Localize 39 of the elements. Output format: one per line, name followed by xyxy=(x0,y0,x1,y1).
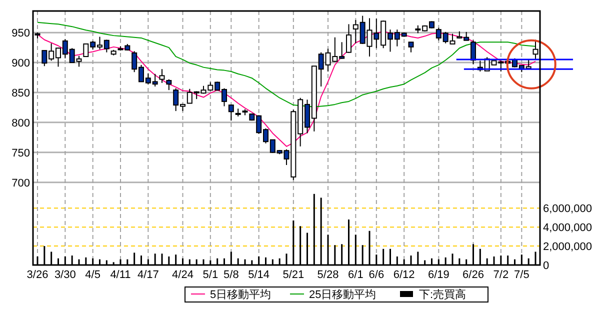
x-tick-label: 7/2 xyxy=(493,269,509,281)
x-tick-label: 6/1 xyxy=(348,269,364,281)
candlestick xyxy=(166,78,172,91)
x-tick-label: 3/26 xyxy=(26,269,48,281)
x-tick-label: 6/19 xyxy=(428,269,450,281)
y-tick-label: 800 xyxy=(12,117,30,130)
y-tick-label: 850 xyxy=(12,87,30,100)
x-tick-label: 4/5 xyxy=(85,269,100,281)
x-tick-label: 5/14 xyxy=(248,269,270,281)
y-tick-label: 700 xyxy=(12,177,30,190)
legend-label: 下:売買高 xyxy=(419,288,466,301)
line-series xyxy=(36,22,536,108)
x-tick-label: 5/8 xyxy=(224,269,239,281)
y2-tick-label: 6,000,000 xyxy=(543,203,592,216)
legend-label: 5日移動平均 xyxy=(210,289,272,301)
x-tick-label: 6/26 xyxy=(462,269,484,281)
y-tick-label: 900 xyxy=(12,58,30,70)
candlestick xyxy=(228,104,234,122)
candlestick xyxy=(532,39,538,60)
x-tick-label: 4/17 xyxy=(137,269,159,281)
x-tick-label: 6/6 xyxy=(368,269,384,281)
candlestick xyxy=(470,40,476,65)
candlestick xyxy=(346,24,352,54)
x-tick-label: 5/1 xyxy=(202,269,218,281)
y2-tick-label: 0 xyxy=(543,260,550,272)
y2-tick-label: 2,000,000 xyxy=(543,241,592,254)
y2-tick-label: 4,000,000 xyxy=(543,222,592,234)
x-tick-label: 6/12 xyxy=(393,269,415,281)
legend-label: 25日移動平均 xyxy=(309,289,376,301)
x-tick-label: 4/24 xyxy=(172,269,194,281)
x-tick-label: 3/30 xyxy=(54,269,76,281)
x-tick-label: 4/11 xyxy=(110,269,131,281)
candlestick xyxy=(408,42,414,53)
y-tick-label: 950 xyxy=(12,28,30,40)
x-tick-label: 5/21 xyxy=(282,269,304,281)
x-tick-label: 7/5 xyxy=(514,269,530,281)
y-tick-label: 750 xyxy=(12,147,30,160)
x-tick-label: 5/28 xyxy=(317,269,339,281)
candlestick xyxy=(159,68,165,84)
